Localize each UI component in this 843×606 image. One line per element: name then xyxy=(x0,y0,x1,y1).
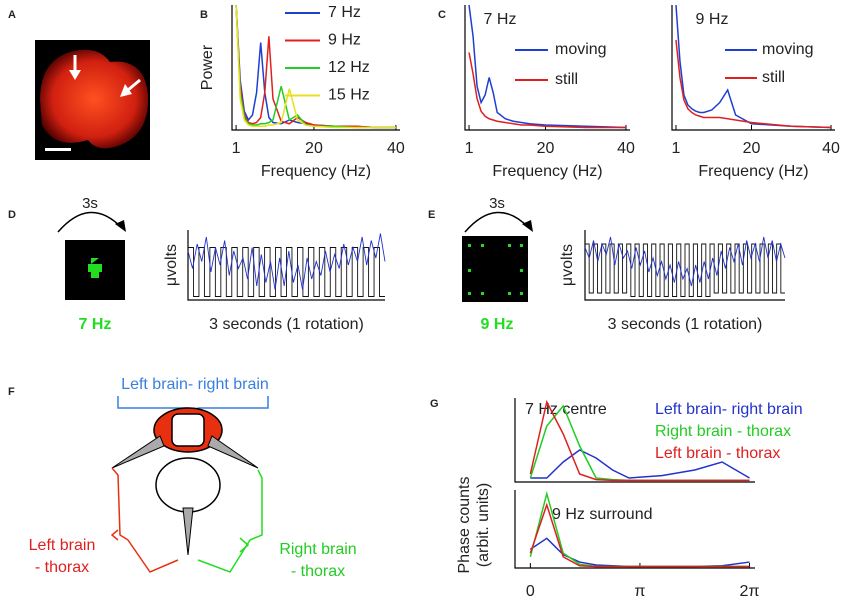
chart-title: 7 Hz centre xyxy=(525,401,607,418)
panel-label: G xyxy=(430,398,439,410)
diagram-label: - thorax xyxy=(35,559,89,576)
diagram-label: Left brain xyxy=(29,537,96,554)
legend-label: Left brain- right brain xyxy=(655,401,803,418)
x-tick-label: 40 xyxy=(617,140,635,157)
stimulus-d xyxy=(57,211,126,300)
axis xyxy=(187,230,385,301)
fly-diagram xyxy=(110,396,269,573)
series-line xyxy=(235,4,396,129)
x-tick-label: 40 xyxy=(387,140,405,157)
x-axis-label: Frequency (Hz) xyxy=(261,163,371,180)
legend-label: 15 Hz xyxy=(328,87,370,104)
axis xyxy=(671,5,835,131)
series-line xyxy=(530,449,750,479)
series-line xyxy=(675,39,832,129)
panel-label: B xyxy=(200,9,208,21)
stimulus-e xyxy=(462,211,533,302)
x-tick-label: 20 xyxy=(743,140,761,157)
legend-label: 12 Hz xyxy=(328,59,370,76)
series-line xyxy=(585,243,785,297)
frequency-label: 9 Hz xyxy=(481,316,514,333)
legend-label: 7 Hz xyxy=(328,4,361,21)
x-tick-label: 2π xyxy=(740,583,760,600)
panel-label: C xyxy=(438,9,446,21)
series-line xyxy=(675,4,832,129)
x-tick-label: 1 xyxy=(232,140,241,157)
series-line xyxy=(188,247,385,297)
series-line xyxy=(468,4,626,129)
chart-title: 9 Hz xyxy=(696,11,729,28)
y-axis-label: Phase counts xyxy=(456,477,473,574)
diagram-label: Right brain xyxy=(279,541,356,558)
axis xyxy=(464,5,630,131)
series-line xyxy=(529,502,750,568)
x-tick-label: 1 xyxy=(672,140,681,157)
chart-title: 7 Hz xyxy=(484,11,517,28)
series-line xyxy=(529,399,750,482)
axis xyxy=(514,398,755,483)
series-line xyxy=(235,4,396,129)
chart-title: 9 Hz surround xyxy=(552,506,653,523)
panel-label: F xyxy=(8,386,15,398)
legend-label: still xyxy=(555,71,578,88)
y-axis-label: μvolts xyxy=(559,244,576,286)
series-line xyxy=(187,233,386,290)
x-tick-label: π xyxy=(634,583,645,600)
x-tick-label: 0 xyxy=(526,583,535,600)
x-axis-label: 3 seconds (1 rotation) xyxy=(608,316,763,333)
panel-label: E xyxy=(428,209,435,221)
axis xyxy=(584,230,785,301)
series-line xyxy=(235,4,396,129)
y-axis-label: μvolts xyxy=(163,244,180,286)
legend-label: still xyxy=(762,69,785,86)
axis xyxy=(231,5,400,131)
legend-label: Left brain - thorax xyxy=(655,445,780,462)
legend-label: Right brain - thorax xyxy=(655,423,791,440)
x-axis-label: 3 seconds (1 rotation) xyxy=(209,316,364,333)
x-axis-label: Frequency (Hz) xyxy=(492,163,602,180)
series-line xyxy=(235,4,396,129)
panel-label: D xyxy=(8,209,16,221)
x-tick-label: 40 xyxy=(822,140,840,157)
x-tick-label: 20 xyxy=(537,140,555,157)
diagram-label: - thorax xyxy=(291,563,345,580)
x-axis-label: Frequency (Hz) xyxy=(698,163,808,180)
diagram-label: Left brain- right brain xyxy=(121,376,269,393)
series-line xyxy=(468,52,626,129)
legend-label: moving xyxy=(555,41,607,58)
brain-image xyxy=(35,40,150,160)
duration-label: 3s xyxy=(489,195,505,212)
legend-label: moving xyxy=(762,41,814,58)
panel-label: A xyxy=(8,9,16,21)
frequency-label: 7 Hz xyxy=(79,316,112,333)
y-axis-label: Power xyxy=(199,44,216,90)
legend-label: 9 Hz xyxy=(328,32,361,49)
duration-label: 3s xyxy=(82,195,98,212)
axis xyxy=(514,490,755,569)
x-tick-label: 1 xyxy=(465,140,474,157)
series-line xyxy=(584,236,786,287)
x-tick-label: 20 xyxy=(305,140,323,157)
y-axis-label: (arbit. units) xyxy=(475,483,492,567)
